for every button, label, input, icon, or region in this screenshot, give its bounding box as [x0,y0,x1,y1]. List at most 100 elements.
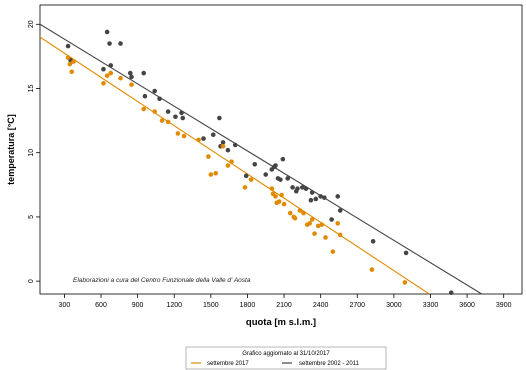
data-point-settembre-2002-2011 [127,70,133,76]
y-tick-label: 0 [28,279,35,283]
data-point-settembre-2002-2011 [337,208,343,213]
data-point-settembre-2002-2011 [217,115,222,121]
fit-line-settembre-2002-2011 [40,23,483,294]
legend-entry-settembre-2017: settembre 2017 [207,361,249,367]
data-point-settembre-2002-2011 [118,41,123,46]
data-point-settembre-2002-2011 [232,142,238,148]
data-point-settembre-2002-2011 [180,115,186,121]
data-point-settembre-2017 [118,75,123,81]
data-point-settembre-2002-2011 [225,147,231,153]
data-point-settembre-2002-2011 [101,66,106,72]
data-point-settembre-2002-2011 [157,96,162,102]
data-point-settembre-2017 [206,154,211,159]
data-point-settembre-2017 [279,192,284,198]
data-point-settembre-2002-2011 [263,172,269,177]
data-point-settembre-2017 [65,55,71,60]
y-tick-label: 20 [28,20,35,28]
x-tick-label: 900 [132,302,144,309]
x-tick-label: 300 [59,302,71,309]
x-axis-label: quota [m s.l.m.] [246,317,316,328]
data-point-settembre-2017 [152,109,158,114]
x-axis: 300 600 900 1200 1500 1800 2100 2400 2700 3000 330… [59,294,512,309]
data-point-settembre-2017 [229,159,234,165]
data-point-settembre-2002-2011 [179,110,184,116]
y-tick-label: 5 [28,215,35,219]
fit-line-settembre-2017 [40,36,430,294]
data-point-settembre-2017 [323,235,328,240]
data-point-settembre-2017 [301,210,306,216]
x-tick-label: 1200 [166,302,182,309]
data-point-settembre-2002-2011 [329,217,334,222]
data-point-settembre-2002-2011 [300,185,305,190]
data-point-settembre-2002-2011 [104,29,110,35]
data-point-settembre-2017 [269,186,275,191]
y-axis: 0 5 10 15 20 [28,20,40,283]
data-point-settembre-2002-2011 [448,290,454,296]
data-point-settembre-2002-2011 [107,41,112,46]
data-point-settembre-2002-2011 [278,177,283,182]
x-tick-label: 3300 [423,302,439,309]
data-point-settembre-2017 [225,163,231,168]
data-point-settembre-2017 [175,131,181,136]
legend-title: Grafico aggiornato al 31/10/2017 [242,351,330,357]
y-axis-label: temperatura [°C] [6,114,16,185]
data-point-settembre-2017 [159,118,165,123]
data-point-settembre-2002-2011 [322,195,327,200]
x-tick-label: 2400 [313,302,329,309]
data-point-settembre-2002-2011 [65,43,71,49]
x-tick-label: 1500 [203,302,219,309]
data-point-settembre-2017 [281,201,287,207]
y-tick-label: 15 [28,84,35,92]
legend: Grafico aggiornato al 31/10/2017 settemb… [185,346,387,370]
legend-box [185,346,387,370]
data-point-settembre-2017 [315,223,321,229]
fit-lines [40,23,483,294]
data-point-settembre-2002-2011 [280,156,286,162]
data-point-settembre-2017 [273,194,278,199]
data-point-settembre-2002-2011 [370,239,376,244]
data-points [65,29,454,296]
data-point-settembre-2002-2011 [290,185,295,190]
x-tick-label: 2100 [276,302,292,309]
data-point-settembre-2002-2011 [313,196,319,202]
data-point-settembre-2017 [312,231,317,236]
data-point-settembre-2017 [307,221,312,226]
y-tick-label: 10 [28,149,35,157]
data-point-settembre-2017 [297,208,303,213]
data-point-settembre-2017 [369,267,375,272]
data-point-settembre-2002-2011 [173,114,178,120]
data-point-settembre-2017 [69,69,75,75]
data-point-settembre-2002-2011 [243,173,249,179]
data-point-settembre-2002-2011 [403,250,409,256]
data-point-settembre-2017 [141,106,147,112]
data-point-settembre-2002-2011 [335,194,341,199]
credit-annotation: Elaborazioni a cura del Centro Funzional… [73,277,251,284]
x-tick-label: 3600 [459,302,475,309]
data-point-settembre-2002-2011 [252,161,258,167]
data-point-settembre-2002-2011 [201,136,206,141]
data-point-settembre-2017 [276,199,282,204]
data-point-settembre-2002-2011 [210,132,216,138]
legend-entry-settembre-2002-2011: settembre 2002 - 2011 [299,361,360,367]
data-point-settembre-2002-2011 [142,93,148,99]
data-point-settembre-2002-2011 [165,109,171,114]
data-point-settembre-2017 [242,185,248,190]
data-point-settembre-2002-2011 [108,63,114,68]
data-point-settembre-2017 [335,221,341,226]
data-point-settembre-2017 [337,232,343,238]
data-point-settembre-2002-2011 [273,163,278,168]
data-point-settembre-2017 [101,81,106,86]
data-point-settembre-2017 [129,82,134,87]
data-point-settembre-2002-2011 [308,197,314,203]
data-point-settembre-2002-2011 [309,190,315,195]
data-point-settembre-2017 [165,119,171,125]
x-tick-label: 3000 [386,302,402,309]
data-point-settembre-2002-2011 [220,140,226,145]
data-point-settembre-2002-2011 [303,186,309,191]
data-point-settembre-2017 [220,143,226,149]
x-tick-label: 1800 [240,302,256,309]
data-point-settembre-2017 [181,133,187,139]
data-point-settembre-2017 [319,222,325,227]
data-point-settembre-2017 [196,137,201,143]
